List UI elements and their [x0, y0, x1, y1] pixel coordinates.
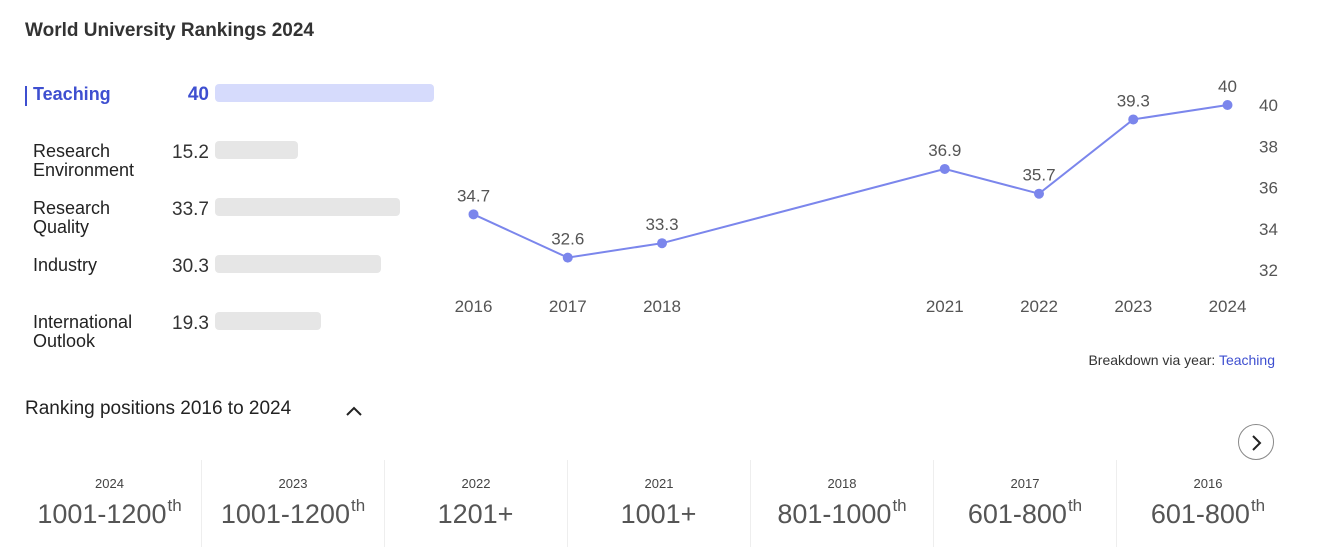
ranking-value: 1001-1200th — [18, 496, 201, 530]
ranking-year: 2022 — [461, 476, 491, 491]
ranking-value: 1001+ — [568, 496, 750, 530]
data-label: 39.3 — [1117, 91, 1150, 110]
ranking-suffix: th — [1250, 496, 1266, 515]
ranking-position: 2024 1001-1200th — [18, 460, 201, 547]
ranking-position: 2021 1001+ — [567, 460, 750, 547]
x-tick-label: 2021 — [926, 297, 964, 316]
y-tick-label: 38 — [1259, 137, 1278, 156]
ranking-suffix: th — [167, 496, 182, 515]
ranking-suffix: th — [892, 496, 907, 515]
metric-score: 19.3 — [172, 313, 209, 334]
metric-label: Research Quality — [33, 198, 111, 237]
chevron-right-icon — [1252, 435, 1262, 451]
metric-label: Industry — [33, 255, 98, 275]
metric-research-environment[interactable]: Research Environment 15.2 — [25, 141, 445, 185]
ranking-rank: 1001-1200 — [37, 499, 167, 529]
page-title: World University Rankings 2024 — [25, 20, 314, 41]
data-point[interactable] — [468, 209, 479, 220]
chevron-up-icon[interactable] — [346, 405, 362, 417]
ranking-rank: 801-1000 — [777, 499, 892, 529]
metric-bar — [215, 312, 321, 330]
series-line — [473, 104, 1228, 259]
ranking-suffix: th — [350, 496, 366, 515]
data-label: 33.3 — [645, 215, 678, 234]
data-label: 34.7 — [457, 186, 490, 205]
metric-bar — [215, 255, 381, 273]
ranking-year: 2023 — [278, 476, 308, 491]
metric-label: Teaching — [33, 84, 111, 104]
x-tick-label: 2023 — [1114, 297, 1152, 316]
metric-bar — [215, 198, 400, 216]
metric-score: 15.2 — [172, 142, 209, 163]
x-tick-label: 2024 — [1209, 297, 1247, 316]
ranking-position: 2016 601-800th — [1116, 460, 1299, 547]
ranking-position: 2018 801-1000th — [750, 460, 933, 547]
breakdown-note: Breakdown via year: Teaching — [1088, 352, 1275, 368]
ranking-value: 801-1000th — [751, 496, 933, 530]
data-label: 35.7 — [1022, 166, 1055, 185]
metric-international-outlook[interactable]: International Outlook 19.3 — [25, 312, 445, 356]
metric-label: Research Environment — [33, 141, 135, 180]
metric-score: 33.7 — [172, 199, 209, 220]
ranking-year: 2024 — [95, 476, 124, 491]
metric-teaching[interactable]: Teaching 40 — [25, 83, 445, 127]
ranking-section-title[interactable]: Ranking positions 2016 to 2024 — [25, 398, 292, 419]
ranking-year: 2021 — [644, 476, 674, 491]
x-tick-label: 2018 — [643, 297, 681, 316]
y-tick-label: 32 — [1259, 261, 1278, 280]
ranking-suffix: th — [1067, 496, 1083, 515]
data-point[interactable] — [939, 163, 950, 174]
metric-score: 30.3 — [172, 256, 209, 277]
ranking-rank: 601-800 — [967, 499, 1067, 529]
ranking-positions: 2024 1001-1200th 2023 1001-1200th 2022 1… — [18, 460, 1301, 547]
metric-industry[interactable]: Industry 30.3 — [25, 255, 445, 299]
teaching-line-chart: 34.7 2016 32.6 2017 33.3 2018 36.9 2021 35.7 2022… — [455, 77, 1278, 316]
x-tick-label: 2022 — [1020, 297, 1058, 316]
ranking-value: 1201+ — [385, 496, 567, 530]
x-tick-label: 2016 — [455, 297, 493, 316]
data-label: 40 — [1218, 77, 1237, 96]
ranking-position: 2023 1001-1200th — [201, 460, 384, 547]
ranking-rank: 1201+ — [437, 499, 514, 529]
ranking-year: 2018 — [827, 476, 857, 491]
next-button[interactable] — [1238, 424, 1274, 460]
data-point[interactable] — [1222, 100, 1233, 110]
ranking-value: 601-800th — [934, 496, 1116, 530]
metric-score: 40 — [187, 84, 209, 105]
y-tick-label: 36 — [1259, 179, 1278, 198]
metric-label: International Outlook — [33, 312, 133, 351]
data-point[interactable] — [657, 238, 667, 249]
data-point[interactable] — [1034, 188, 1044, 199]
ranking-rank: 1001+ — [620, 499, 697, 529]
metric-bar — [215, 141, 299, 159]
ranking-rank: 601-800 — [1150, 499, 1250, 529]
metric-research-quality[interactable]: Research Quality 33.7 — [25, 198, 445, 242]
ranking-value: 1001-1200th — [202, 496, 384, 530]
data-label: 36.9 — [928, 141, 961, 160]
ranking-value: 601-800th — [1117, 496, 1299, 530]
ranking-position: 2017 601-800th — [933, 460, 1116, 547]
data-label: 32.6 — [551, 230, 584, 249]
breakdown-prefix: Breakdown via year: — [1088, 352, 1216, 368]
ranking-position: 2022 1201+ — [384, 460, 567, 547]
y-tick-label: 40 — [1259, 96, 1278, 115]
metric-bar — [215, 84, 434, 102]
data-point[interactable] — [562, 252, 573, 263]
data-point[interactable] — [1128, 114, 1139, 125]
breakdown-link[interactable]: Teaching — [1218, 352, 1275, 368]
x-tick-label: 2017 — [549, 297, 587, 316]
y-tick-label: 34 — [1259, 220, 1278, 239]
ranking-rank: 1001-1200 — [220, 499, 350, 529]
ranking-year: 2017 — [1010, 476, 1040, 491]
ranking-year: 2016 — [1193, 476, 1223, 491]
